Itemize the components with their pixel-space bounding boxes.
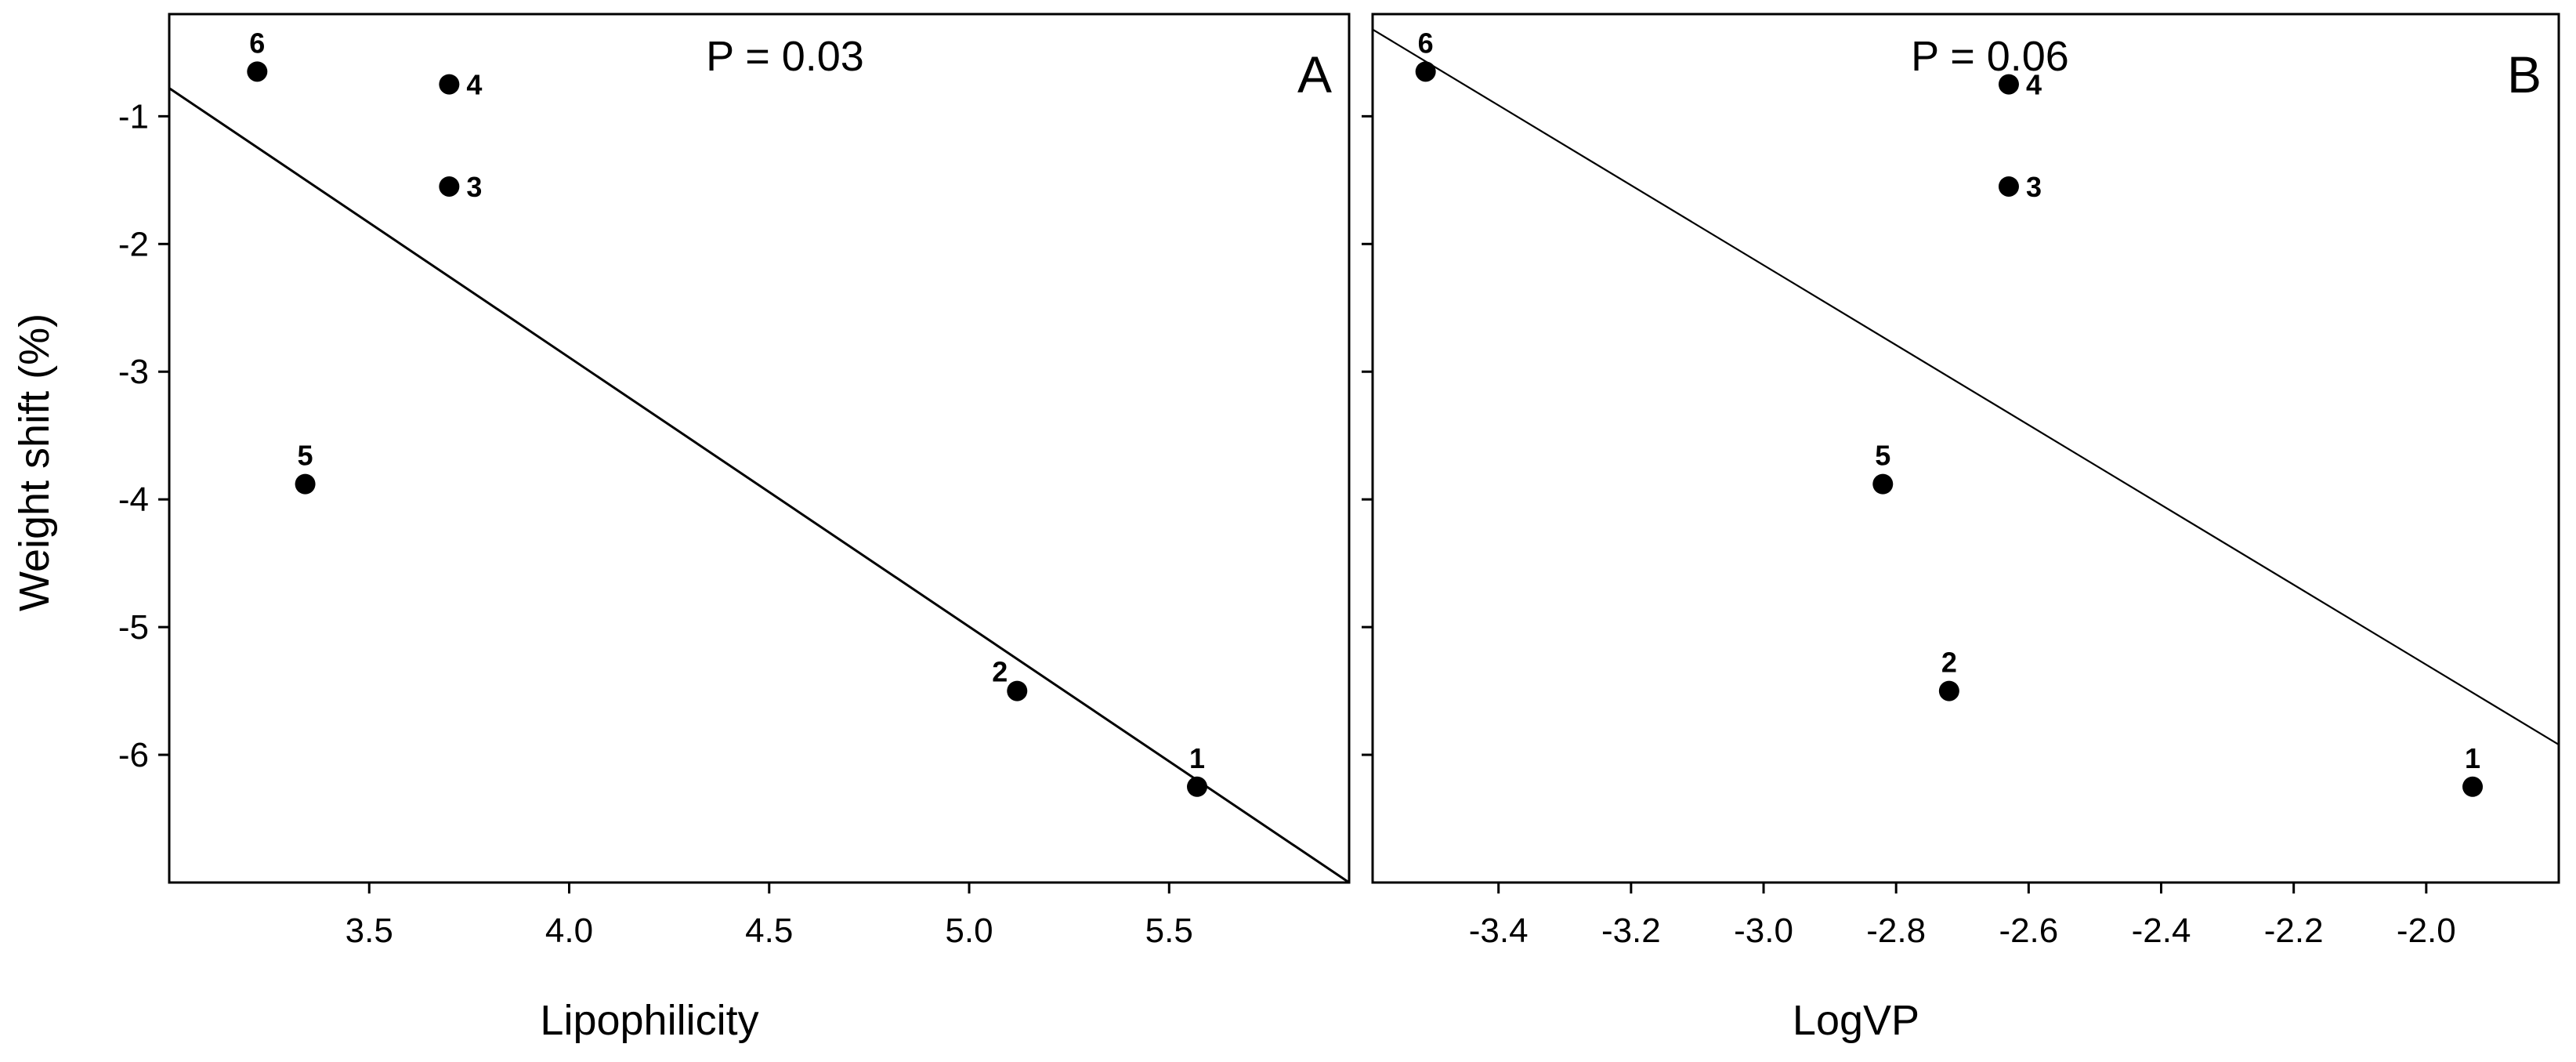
data-point <box>439 176 460 197</box>
data-point <box>1872 473 1894 495</box>
panel-letter: B <box>2507 45 2542 103</box>
point-label: 1 <box>1189 742 1205 774</box>
point-label: 5 <box>1875 440 1890 472</box>
p-value-annotation: P = 0.06 <box>1911 33 2069 80</box>
regression-line <box>1372 28 2560 745</box>
plot-frame <box>1371 13 2560 884</box>
y-tick-label: -4 <box>118 480 149 519</box>
data-point <box>2462 776 2484 797</box>
point-label: 1 <box>2465 742 2480 774</box>
x-tick-label: 5.0 <box>945 912 993 950</box>
data-point <box>247 61 268 82</box>
point-label: 5 <box>298 440 313 472</box>
data-point <box>1187 776 1208 797</box>
x-tick-label: 5.5 <box>1145 912 1193 950</box>
regression-line <box>168 87 1350 884</box>
x-tick-label: -2.2 <box>2264 912 2324 950</box>
x-tick-label: -3.2 <box>1601 912 1661 950</box>
x-tick-label: -2.0 <box>2397 912 2456 950</box>
data-point <box>1938 680 1959 701</box>
y-tick-label: -1 <box>118 97 149 136</box>
plot-frame <box>168 13 1351 884</box>
data-point <box>439 74 460 95</box>
point-label: 6 <box>249 27 265 59</box>
data-point <box>1998 176 2019 197</box>
x-tick-label: -2.4 <box>2132 912 2191 950</box>
y-tick-label: -6 <box>118 736 149 774</box>
y-axis-title: Weight shift (%) <box>11 314 58 611</box>
panel-letter: A <box>1297 45 1332 103</box>
point-label: 3 <box>466 171 482 203</box>
point-label: 4 <box>2026 69 2042 101</box>
x-axis-title: Lipophilicity <box>540 997 758 1044</box>
x-tick-label: -2.8 <box>1866 912 1926 950</box>
data-point <box>1998 74 2019 95</box>
x-tick-label: -2.6 <box>1999 912 2058 950</box>
panel-b: -3.4 -3.2 -3.0 -2.8 -2.6 -2.4 -2.2 -2.0 LogVP P =… <box>1362 13 2560 1044</box>
point-label: 2 <box>1941 647 1957 679</box>
x-tick-label: 4.0 <box>545 912 593 950</box>
point-label: 6 <box>1418 27 1434 59</box>
point-label: 4 <box>466 69 482 101</box>
x-tick-label: 4.5 <box>745 912 793 950</box>
x-tick-label: 3.5 <box>346 912 393 950</box>
y-tick-label: -5 <box>118 608 149 647</box>
point-label: 2 <box>992 656 1008 688</box>
point-label: 3 <box>2026 171 2042 203</box>
data-point <box>1007 680 1028 701</box>
data-point <box>295 473 316 495</box>
x-axis-title: LogVP <box>1793 997 1919 1044</box>
y-tick-label: -3 <box>118 353 149 391</box>
y-tick-label: -2 <box>118 225 149 263</box>
data-point <box>1415 61 1436 82</box>
x-tick-label: -3.0 <box>1734 912 1793 950</box>
p-value-annotation: P = 0.03 <box>706 33 864 80</box>
panel-a: -1 -2 -3 -4 -5 -6 3.5 4.0 4.5 5.0 5.5 Lipophilicity… <box>118 13 1351 1044</box>
x-tick-label: -3.4 <box>1469 912 1529 950</box>
